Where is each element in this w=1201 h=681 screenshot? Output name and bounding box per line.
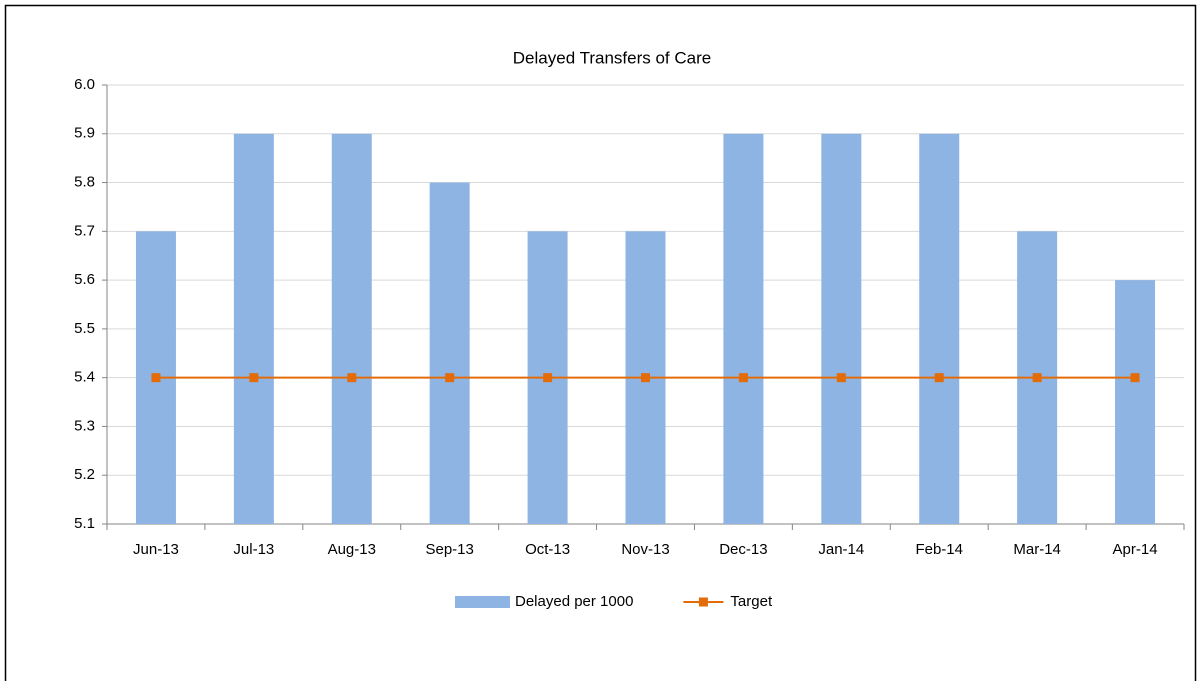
bar [233, 133, 274, 524]
bar [723, 133, 764, 524]
x-tick-label: Apr-14 [1113, 541, 1158, 558]
marker [1032, 373, 1042, 383]
x-tick-label: Feb-14 [915, 541, 963, 558]
legend-swatch [698, 597, 708, 607]
x-tick-label: Jun-13 [133, 541, 179, 558]
x-tick-label: Dec-13 [719, 541, 767, 558]
y-tick-label: 5.1 [74, 515, 95, 532]
marker [445, 373, 455, 383]
y-tick-label: 5.7 [74, 222, 95, 239]
legend-label: Target [730, 593, 773, 610]
marker [738, 373, 748, 383]
y-tick-label: 6.0 [74, 76, 95, 93]
y-tick-label: 5.6 [74, 271, 95, 288]
y-tick-label: 5.2 [74, 466, 95, 483]
x-tick-label: Nov-13 [621, 541, 669, 558]
marker [347, 373, 357, 383]
x-tick-label: Sep-13 [425, 541, 473, 558]
x-tick-label: Jan-14 [818, 541, 864, 558]
bar [429, 182, 470, 525]
legend-swatch [455, 596, 510, 608]
marker [249, 373, 259, 383]
y-tick-label: 5.8 [74, 174, 95, 191]
marker [151, 373, 161, 383]
y-tick-label: 5.5 [74, 320, 95, 337]
y-tick-label: 5.9 [74, 125, 95, 142]
y-tick-label: 5.4 [74, 369, 95, 386]
x-tick-label: Oct-13 [525, 541, 570, 558]
x-tick-label: Aug-13 [328, 541, 376, 558]
chart-border [4, 4, 1197, 681]
bar [1115, 280, 1156, 524]
marker [836, 373, 846, 383]
y-tick-label: 5.3 [74, 417, 95, 434]
marker [641, 373, 650, 383]
legend-label: Delayed per 1000 [515, 593, 633, 610]
marker [1130, 373, 1140, 383]
bar [919, 133, 960, 524]
chart-title: Delayed Transfers of Care [513, 48, 711, 67]
bar [821, 133, 862, 524]
marker [543, 373, 553, 383]
marker [934, 373, 944, 383]
x-tick-label: Mar-14 [1013, 541, 1061, 558]
x-tick-label: Jul-13 [233, 541, 274, 558]
bar [331, 133, 372, 524]
